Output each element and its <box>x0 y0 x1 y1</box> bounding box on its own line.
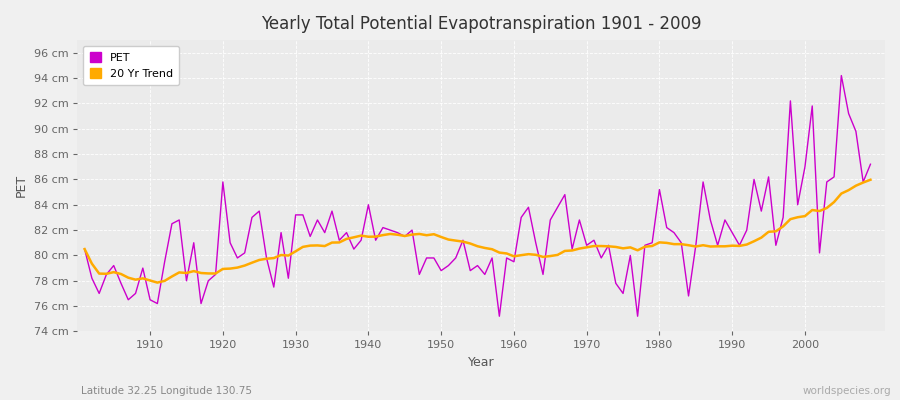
Y-axis label: PET: PET <box>15 174 28 197</box>
Text: Latitude 32.25 Longitude 130.75: Latitude 32.25 Longitude 130.75 <box>81 386 252 396</box>
Text: worldspecies.org: worldspecies.org <box>803 386 891 396</box>
X-axis label: Year: Year <box>468 356 494 369</box>
Legend: PET, 20 Yr Trend: PET, 20 Yr Trend <box>83 46 179 86</box>
Title: Yearly Total Potential Evapotranspiration 1901 - 2009: Yearly Total Potential Evapotranspiratio… <box>261 15 701 33</box>
